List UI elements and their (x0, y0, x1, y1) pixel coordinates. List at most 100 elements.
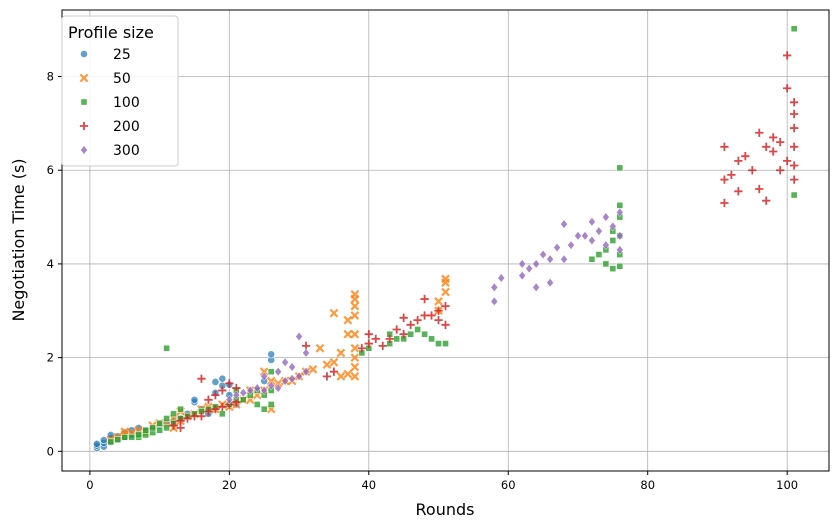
point-200 (399, 330, 408, 339)
point-300 (546, 277, 554, 288)
point-50 (322, 360, 332, 370)
point-100 (156, 426, 163, 434)
point-300 (588, 217, 596, 227)
point-200 (789, 98, 799, 107)
x-tick-label: 100 (776, 478, 798, 492)
point-100 (609, 265, 617, 272)
gridlines (62, 10, 829, 471)
point-300 (274, 383, 282, 393)
point-100 (267, 401, 275, 408)
legend-marker-300 (80, 145, 88, 155)
point-100 (163, 344, 170, 352)
data-points (92, 25, 799, 452)
point-200 (176, 423, 185, 433)
point-300 (574, 231, 582, 241)
point-300 (532, 259, 540, 269)
point-50 (343, 315, 353, 325)
point-25 (190, 395, 199, 404)
point-300 (588, 235, 596, 246)
point-200 (776, 166, 785, 175)
point-200 (720, 198, 729, 208)
y-tick-label: 0 (47, 444, 54, 458)
point-300 (490, 296, 499, 307)
point-50 (336, 371, 346, 381)
point-200 (371, 334, 380, 344)
point-100 (421, 330, 428, 338)
point-200 (204, 407, 213, 416)
point-50 (350, 301, 360, 311)
point-300 (281, 357, 289, 368)
point-100 (107, 438, 115, 446)
point-200 (218, 402, 227, 411)
point-200 (789, 123, 799, 133)
legend: Profile size 25 50 100 200 300 (61, 15, 179, 167)
point-200 (789, 142, 799, 151)
point-200 (204, 395, 213, 404)
point-100 (595, 251, 603, 258)
point-300 (274, 366, 282, 377)
point-200 (218, 386, 227, 395)
plot-frame (61, 9, 830, 472)
point-100 (609, 237, 617, 244)
point-100 (407, 330, 414, 338)
y-tick-label: 6 (47, 163, 54, 177)
legend-label-25: 25 (113, 47, 131, 63)
point-50 (308, 364, 318, 374)
point-100 (253, 401, 261, 408)
point-300 (302, 348, 310, 358)
point-100 (177, 405, 184, 413)
legend-title: Profile size (68, 23, 154, 42)
point-300 (518, 270, 526, 281)
point-200 (762, 142, 771, 151)
point-100 (142, 426, 149, 434)
x-tick-label: 0 (86, 478, 93, 492)
point-300 (546, 254, 554, 264)
point-300 (302, 366, 310, 377)
point-300 (602, 212, 610, 222)
point-50 (434, 297, 443, 306)
point-200 (406, 320, 415, 329)
x-axis-label: Rounds (416, 500, 475, 519)
legend-marker-25 (80, 50, 88, 58)
point-300 (288, 362, 296, 372)
x-tick-label: 80 (640, 478, 655, 492)
point-200 (225, 379, 234, 388)
point-300 (539, 249, 547, 260)
point-200 (734, 156, 743, 165)
point-200 (329, 367, 339, 376)
point-300 (581, 231, 589, 241)
legend-box (61, 15, 179, 167)
point-200 (783, 84, 792, 93)
point-100 (616, 202, 624, 209)
point-50 (350, 362, 360, 372)
point-200 (434, 306, 443, 315)
point-300 (595, 226, 603, 236)
point-300 (267, 381, 275, 391)
point-200 (176, 416, 185, 426)
point-300 (525, 263, 533, 274)
point-100 (114, 436, 122, 443)
point-100 (156, 419, 163, 427)
legend-marker-100 (80, 98, 88, 106)
legend-label-50: 50 (113, 71, 131, 87)
point-100 (616, 164, 624, 172)
point-50 (441, 287, 450, 297)
y-tick-label: 8 (47, 70, 54, 84)
point-300 (602, 240, 610, 250)
point-100 (790, 25, 798, 33)
point-300 (532, 282, 540, 293)
point-200 (789, 175, 799, 184)
legend-label-100: 100 (113, 95, 140, 111)
point-300 (560, 219, 568, 229)
point-300 (490, 282, 499, 293)
point-200 (420, 294, 429, 304)
point-200 (720, 142, 729, 151)
point-200 (357, 344, 366, 353)
point-100 (239, 396, 247, 404)
y-tick-label: 2 (47, 351, 54, 365)
series-200 (169, 51, 799, 433)
point-300 (281, 376, 289, 386)
point-200 (197, 374, 206, 383)
point-100 (435, 340, 442, 347)
